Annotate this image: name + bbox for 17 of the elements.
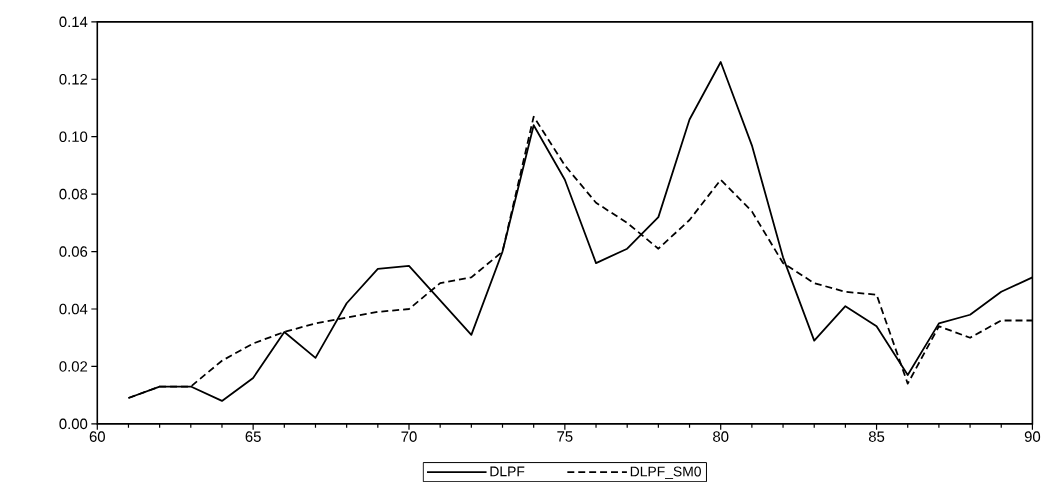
legend-label: DLPF_SM0 [630, 466, 701, 479]
x-tick-label: 60 [89, 431, 105, 442]
y-tick-label: 0.10 [59, 131, 88, 142]
x-tick-label: 65 [245, 431, 261, 442]
y-tick-label: 0.00 [59, 418, 88, 430]
x-tick-label: 90 [1024, 431, 1041, 442]
y-tick-label: 0.12 [59, 73, 88, 85]
x-tick-label: 80 [713, 431, 729, 442]
y-tick-label: 0.06 [59, 246, 88, 257]
y-tick-label: 0.02 [59, 361, 88, 372]
y-tick-label: 0.08 [59, 188, 88, 200]
legend-label: DLPF [490, 466, 525, 477]
x-tick-label: 70 [401, 431, 417, 442]
y-tick-label: 0.14 [59, 16, 88, 28]
x-tick-label: 75 [557, 431, 573, 442]
x-tick-label: 85 [868, 431, 885, 442]
y-tick-label: 0.04 [59, 303, 88, 315]
